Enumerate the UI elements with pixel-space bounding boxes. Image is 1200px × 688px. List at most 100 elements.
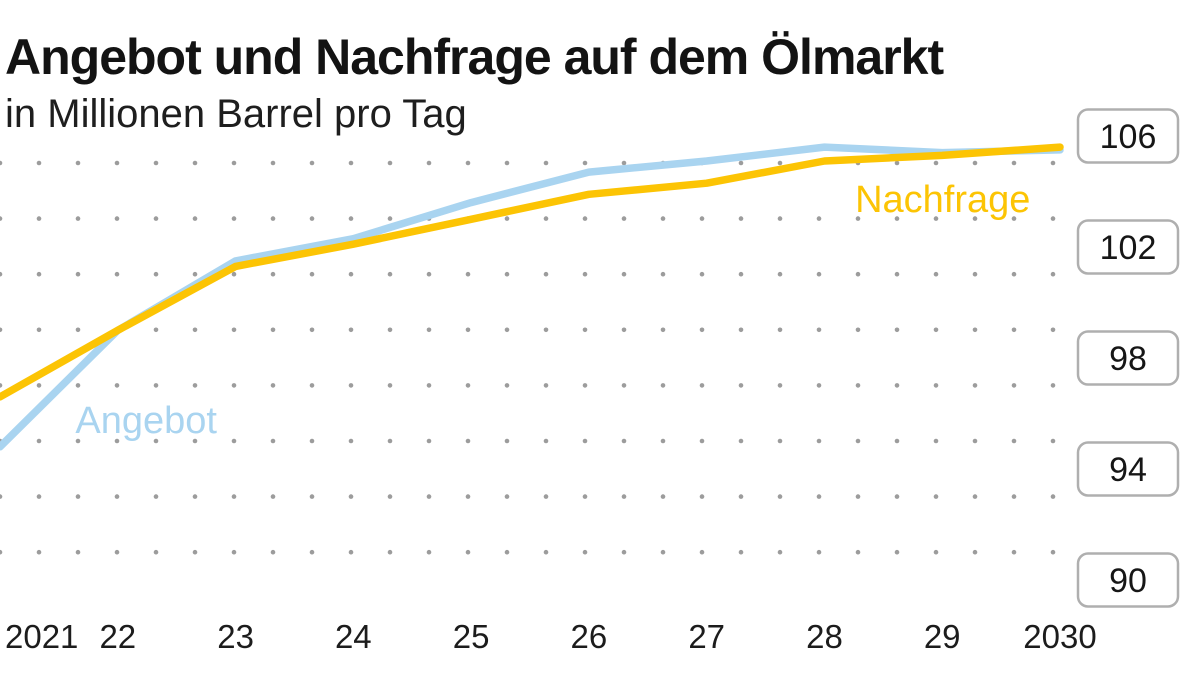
grid-dot bbox=[777, 271, 783, 277]
grid-dot bbox=[816, 271, 822, 277]
grid-dot bbox=[504, 549, 510, 555]
y-tick-label: 102 bbox=[1100, 229, 1157, 267]
grid-dot bbox=[36, 549, 42, 555]
grid-dot bbox=[153, 494, 159, 499]
grid-dot bbox=[465, 549, 471, 555]
grid-dot bbox=[1011, 271, 1017, 277]
grid-dot bbox=[621, 438, 627, 444]
grid-dot bbox=[972, 160, 978, 166]
grid-dot bbox=[1050, 327, 1056, 333]
grid-dot bbox=[270, 271, 276, 277]
grid-dot bbox=[75, 438, 81, 444]
grid-dot bbox=[699, 494, 705, 499]
grid-dot bbox=[348, 271, 354, 277]
grid-dot bbox=[426, 383, 432, 388]
grid-dot bbox=[699, 549, 705, 555]
grid-dot bbox=[582, 549, 588, 555]
grid-dot bbox=[348, 216, 354, 221]
grid-dot bbox=[1050, 271, 1056, 277]
grid-dot bbox=[621, 216, 627, 221]
x-tick-label-27: 27 bbox=[688, 618, 725, 655]
grid-dot bbox=[0, 271, 3, 277]
y-tick-label: 98 bbox=[1109, 340, 1147, 378]
x-tick-label-23: 23 bbox=[217, 618, 254, 655]
grid-dot bbox=[75, 549, 81, 555]
grid-dot bbox=[660, 216, 666, 221]
grid-dot bbox=[114, 216, 120, 221]
grid-dot bbox=[0, 494, 3, 499]
grid-dot bbox=[348, 383, 354, 388]
grid-dot bbox=[309, 216, 315, 221]
grid-dot bbox=[972, 438, 978, 444]
grid-dot bbox=[309, 438, 315, 444]
grid-dot bbox=[465, 383, 471, 388]
chart-title: Angebot und Nachfrage auf dem Ölmarkt bbox=[5, 29, 944, 85]
grid-dot bbox=[309, 383, 315, 388]
grid-dot bbox=[75, 216, 81, 221]
grid-dot bbox=[855, 383, 861, 388]
y-tick-box bbox=[1076, 108, 1180, 164]
grid-dot bbox=[894, 327, 900, 333]
grid-dot bbox=[309, 160, 315, 166]
grid-dot bbox=[933, 494, 939, 499]
grid-dot bbox=[192, 271, 198, 277]
grid-dot bbox=[738, 160, 744, 166]
grid-dot bbox=[933, 271, 939, 277]
grid-dot bbox=[738, 549, 744, 555]
grid-dot bbox=[933, 438, 939, 444]
grid-dot bbox=[309, 494, 315, 499]
grid-dot bbox=[270, 216, 276, 221]
grid-dot bbox=[972, 383, 978, 388]
grid-dot bbox=[738, 216, 744, 221]
grid-dot bbox=[153, 327, 159, 333]
grid-dot bbox=[972, 549, 978, 555]
grid-dot bbox=[1011, 160, 1017, 166]
x-tick-label-24: 24 bbox=[335, 618, 372, 655]
grid-dot bbox=[504, 383, 510, 388]
grid-dot bbox=[1050, 494, 1056, 499]
grid-dot bbox=[816, 494, 822, 499]
grid-dot bbox=[465, 160, 471, 166]
grid-dot bbox=[309, 271, 315, 277]
y-tick-box bbox=[1076, 219, 1180, 275]
grid-dot bbox=[1050, 438, 1056, 444]
grid-dot bbox=[387, 549, 393, 555]
grid-dot bbox=[192, 160, 198, 166]
grid-dot bbox=[270, 494, 276, 499]
chart-header: Angebot und Nachfrage auf dem Ölmarkt in… bbox=[5, 29, 944, 136]
grid-dot bbox=[426, 438, 432, 444]
grid-dot bbox=[426, 271, 432, 277]
grid-dot bbox=[738, 494, 744, 499]
grid-dot bbox=[816, 383, 822, 388]
grid-dot bbox=[231, 216, 237, 221]
y-axis-labels: 106 102 98 94 90 bbox=[1076, 108, 1180, 608]
grid-dot bbox=[0, 216, 3, 221]
grid-dot bbox=[231, 271, 237, 277]
grid-dot bbox=[504, 216, 510, 221]
grid-dot bbox=[75, 494, 81, 499]
grid-dot bbox=[894, 383, 900, 388]
grid-dot bbox=[738, 438, 744, 444]
grid-dot bbox=[36, 160, 42, 166]
grid-dot bbox=[1011, 216, 1017, 221]
x-tick-label-28: 28 bbox=[806, 618, 843, 655]
grid-dot bbox=[972, 494, 978, 499]
grid-dot bbox=[270, 549, 276, 555]
grid-dot bbox=[543, 549, 549, 555]
grid-dot bbox=[855, 549, 861, 555]
grid-dot bbox=[387, 160, 393, 166]
grid-dot bbox=[1011, 549, 1017, 555]
grid-dot bbox=[153, 160, 159, 166]
grid-dot bbox=[0, 327, 3, 333]
grid-dot bbox=[777, 160, 783, 166]
grid-dot bbox=[738, 383, 744, 388]
grid-dot bbox=[621, 494, 627, 499]
grid-dot bbox=[348, 327, 354, 333]
grid-dot bbox=[621, 383, 627, 388]
grid-dot bbox=[192, 383, 198, 388]
grid-dot bbox=[465, 438, 471, 444]
series-label-nachfrage: Nachfrage bbox=[855, 179, 1030, 221]
grid-dot bbox=[777, 438, 783, 444]
y-tick-box bbox=[1076, 552, 1180, 608]
grid-dot bbox=[426, 494, 432, 499]
